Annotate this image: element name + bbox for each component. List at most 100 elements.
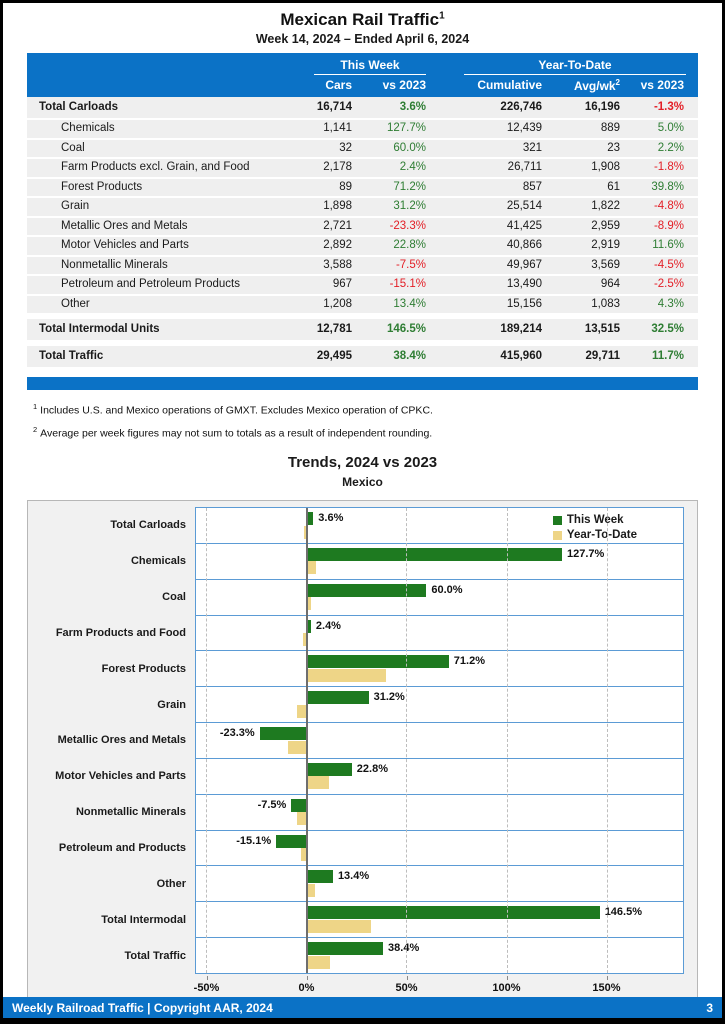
cell-vs-2023-week: -15.1% (389, 278, 426, 290)
cell-vs-2023-week: 71.2% (393, 180, 426, 193)
cell-avg-wk: 1,083 (591, 297, 620, 310)
legend-item-this-week: This Week (552, 513, 637, 528)
bar-value-label: -15.1% (236, 834, 272, 847)
row-label: Coal (61, 141, 85, 154)
cell-vs-2023-week: 127.7% (386, 122, 426, 134)
cell-vs-2023-ytd: 11.6% (652, 239, 684, 251)
cell-cars: 3,588 (323, 258, 352, 271)
table-row: Motor Vehicles and Parts 2,892 22.8% 40,866… (27, 237, 698, 257)
zero-gridline (306, 508, 308, 973)
bar-value-label: 60.0% (431, 583, 463, 596)
cell-cumulative: 13,490 (506, 278, 542, 290)
bar-this-week (306, 906, 600, 920)
table-row: Forest Products 89 71.2% 857 61 39.8% (27, 178, 698, 198)
category-label: Total Carloads (110, 518, 186, 531)
cell-vs-2023-week: 38.4% (393, 350, 426, 362)
bar-value-label: 22.8% (356, 762, 388, 775)
chart-subtitle: Mexico (342, 475, 383, 489)
cell-vs-2023-ytd: 2.2% (657, 141, 684, 154)
chart-grid: Total Carloads Chemicals Coal Farm Products… (28, 507, 697, 974)
cell-avg-wk: 61 (607, 180, 620, 193)
cell-vs-2023-ytd: 5.0% (657, 122, 684, 134)
bar-year-to-date (302, 633, 307, 647)
cell-vs-2023-ytd: -2.5% (653, 278, 684, 290)
bar-this-week (306, 619, 312, 633)
cell-vs-2023-week: 146.5% (386, 323, 426, 335)
cell-avg-wk: 13,515 (584, 323, 620, 335)
footnote-1: 1 Includes U.S. and Mexico operations of … (33, 399, 692, 419)
bar-year-to-date (306, 597, 311, 611)
bar-this-week (306, 691, 369, 705)
category-label: Motor Vehicles and Parts (55, 770, 186, 783)
cell-vs-2023-ytd: 11.7% (652, 350, 684, 362)
row-label: Farm Products excl. Grain, and Food (61, 161, 250, 173)
table-row: Nonmetallic Minerals 3,588 -7.5% 49,967 3,56… (27, 256, 698, 276)
bar-value-label: 13.4% (337, 870, 370, 883)
footnote-1-text: Includes U.S. and Mexico operations of G… (40, 404, 433, 417)
x-axis-tick (506, 976, 508, 980)
footnote-2-text: Average per week figures may not sum to … (40, 427, 433, 439)
bar-this-week (306, 942, 384, 956)
bar-this-week (275, 834, 307, 848)
bar-this-week (306, 583, 427, 597)
table-row: Farm Products excl. Grain, and Food 2,178… (27, 159, 698, 179)
cell-avg-wk: 29,711 (585, 350, 620, 362)
cell-vs-2023-week: 31.2% (393, 200, 426, 212)
cell-cars: 1,141 (323, 122, 352, 134)
category-label: Forest Products (101, 662, 186, 675)
chart-band: -23.3% (196, 722, 683, 758)
category-label: Total Intermodal (101, 914, 186, 927)
table-group-header-row: This Week Year-To-Date (27, 58, 698, 75)
cell-avg-wk: 964 (600, 278, 620, 290)
col-header-avg-wk-text: Avg/wk (573, 79, 616, 93)
table-body: Total Carloads 16,714 3.6% 226,746 16,196 -1.… (27, 97, 698, 369)
x-axis: -50% 0% 50% 100% 150% (194, 976, 683, 1002)
table-row: Chemicals 1,141 127.7% 12,439 889 5.0% (27, 120, 698, 140)
cell-cumulative: 40,866 (506, 239, 542, 251)
chart-band: 71.2% (196, 650, 683, 686)
bar-year-to-date (306, 955, 330, 969)
cell-vs-2023-week: 2.4% (399, 161, 426, 173)
bar-this-week (306, 547, 563, 561)
page-title-text: Mexican Rail Traffic (280, 10, 440, 29)
footnote-1-marker: 1 (33, 402, 38, 411)
cell-vs-2023-ytd: -1.3% (653, 101, 684, 113)
row-label: Total Traffic (39, 350, 104, 362)
cell-vs-2023-week: 13.4% (393, 297, 426, 310)
cell-avg-wk: 889 (600, 122, 620, 134)
bar-year-to-date (306, 561, 317, 575)
x-axis-tick (406, 976, 408, 980)
cell-cars: 2,721 (323, 219, 352, 232)
bar-value-label: -23.3% (219, 727, 255, 740)
bar-this-week (259, 727, 307, 741)
bar-year-to-date (288, 740, 307, 754)
footer-bar: Weekly Railroad Traffic | Copyright AAR,… (3, 997, 722, 1018)
chart-title: Trends, 2024 vs 2023 (287, 454, 438, 471)
page-title: Mexican Rail Traffic1 (3, 10, 722, 30)
bar-value-label: 38.4% (388, 942, 420, 955)
bar-this-week (291, 798, 307, 812)
cell-cumulative: 49,967 (506, 258, 542, 271)
cell-avg-wk: 1,908 (591, 161, 620, 173)
chart-band: 127.7% (196, 542, 683, 579)
table-row: Metallic Ores and Metals 2,721 -23.3% 41,42… (27, 217, 698, 237)
table-row: Coal 32 60.0% 321 23 2.2% (27, 139, 698, 159)
cell-cumulative: 226,746 (500, 101, 542, 113)
category-label: Chemicals (130, 554, 186, 567)
bar-this-week (306, 512, 314, 525)
cell-cumulative: 189,214 (500, 323, 542, 335)
cell-cars: 2,892 (323, 239, 352, 251)
cell-vs-2023-ytd: 32.5% (651, 323, 684, 335)
cell-cumulative: 41,425 (506, 219, 542, 232)
column-header-spacer (27, 78, 280, 93)
gridline (606, 508, 608, 973)
cell-cars: 16,714 (316, 101, 352, 113)
cell-vs-2023-ytd: 4.3% (657, 297, 684, 310)
row-label: Metallic Ores and Metals (61, 219, 188, 232)
footnote-2: 2 Average per week figures may not sum to… (33, 422, 692, 442)
cell-vs-2023-ytd: -4.8% (653, 200, 684, 212)
col-header-vs2023-week: vs 2023 (382, 78, 426, 92)
cell-cars: 967 (332, 278, 352, 290)
gridline (406, 508, 408, 973)
row-label: Other (61, 297, 90, 310)
